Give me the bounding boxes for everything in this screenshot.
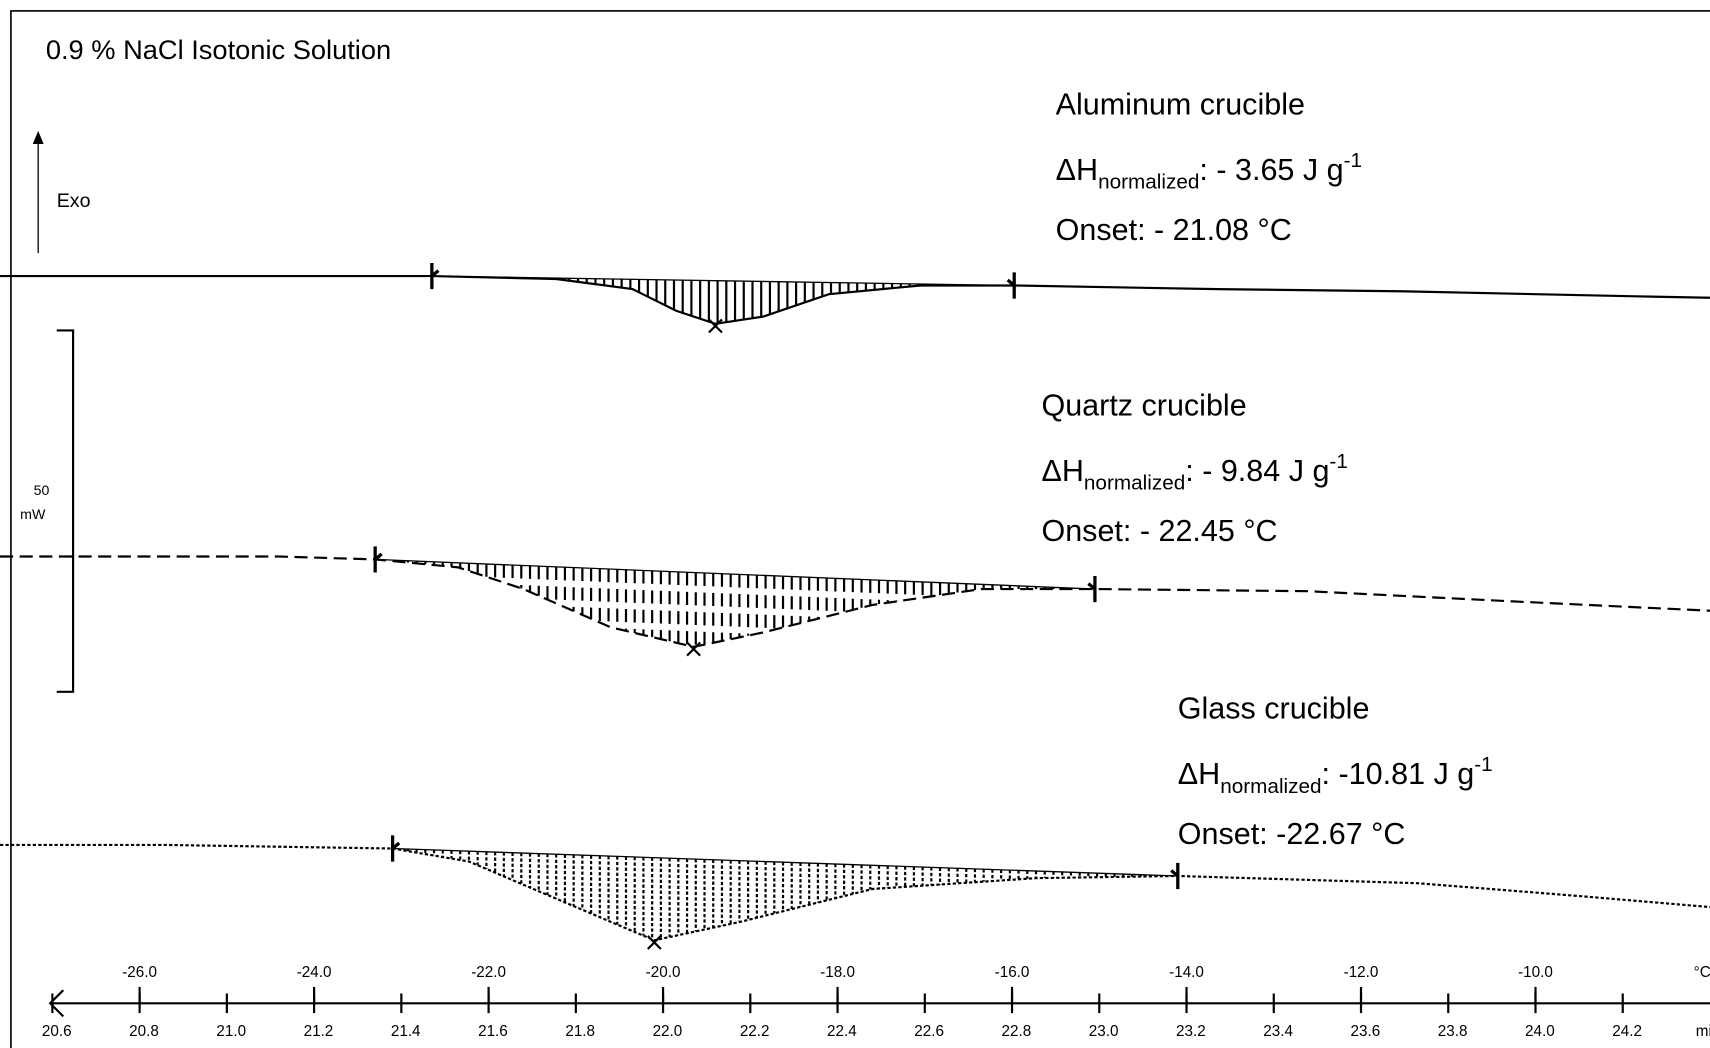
x-tick-label: 22.2 <box>740 1023 770 1040</box>
integration-baseline <box>375 558 1095 590</box>
chart-title: 0.9 % NaCl Isotonic Solution <box>46 34 391 65</box>
x-tick-label: 21.0 <box>216 1023 246 1040</box>
x-tick-label: 22.6 <box>914 1023 944 1040</box>
onset: Onset: - 21.08 °C <box>1056 213 1292 247</box>
x-tick-label: 22.0 <box>653 1023 683 1040</box>
peak-marker <box>708 318 723 334</box>
delta-h-text: : - 9.84 J g <box>1185 454 1329 488</box>
x2-tick-label: -12.0 <box>1344 964 1379 981</box>
integration-limit <box>430 263 440 290</box>
delta-h-text: : - 3.65 J g <box>1199 153 1343 187</box>
integration-limit <box>1087 575 1097 603</box>
x2-tick-label: -26.0 <box>122 964 157 981</box>
x-tick-label: 23.6 <box>1351 1023 1381 1040</box>
series-name: Aluminum crucible <box>1056 88 1305 122</box>
x-tick-label: 20.6 <box>42 1023 72 1040</box>
delta-h-superscript: -1 <box>1344 149 1362 172</box>
integration-limit <box>373 546 383 573</box>
delta-h-symbol: ΔH <box>1178 757 1220 791</box>
x-tick-label: 22.8 <box>1002 1023 1032 1040</box>
x2-tick-label: -18.0 <box>820 964 855 981</box>
delta-h-superscript: -1 <box>1329 450 1347 473</box>
curve <box>0 555 1710 648</box>
x-tick-label: 21.6 <box>478 1023 508 1040</box>
delta-h-symbol: ΔH <box>1056 153 1098 187</box>
x-tick-label: 24.0 <box>1525 1023 1555 1040</box>
scale-bar <box>56 329 75 693</box>
peak-marker <box>647 935 662 950</box>
x2-tick-label: -20.0 <box>646 964 681 981</box>
delta-h: ΔHnormalized: -10.81 J g-1 <box>1178 753 1493 798</box>
integration-baseline <box>392 847 1178 877</box>
exo-arrowhead <box>32 130 44 144</box>
x2-tick-label: -14.0 <box>1169 964 1204 981</box>
x-tick-label: 24.2 <box>1612 1023 1642 1040</box>
delta-h-subscript: normalized <box>1098 171 1199 194</box>
x-tick-label: 21.8 <box>565 1023 595 1040</box>
delta-h-subscript: normalized <box>1220 775 1321 798</box>
x-unit: min <box>1696 1023 1710 1040</box>
frame <box>10 10 1710 1048</box>
onset: Onset: - 22.45 °C <box>1041 514 1277 548</box>
scale-bar-value: 50 <box>34 483 50 499</box>
x-axis-arrow <box>48 989 65 1018</box>
x2-tick-label: -22.0 <box>471 964 506 981</box>
onset: Onset: -22.67 °C <box>1178 817 1406 851</box>
integration-limit <box>1006 272 1016 299</box>
series-name: Quartz crucible <box>1041 388 1246 422</box>
x-tick-label: 23.2 <box>1176 1023 1206 1040</box>
delta-h-superscript: -1 <box>1474 753 1492 776</box>
curve <box>0 843 1710 942</box>
series-name: Glass crucible <box>1178 692 1370 726</box>
delta-h-subscript: normalized <box>1084 472 1185 495</box>
integration-limit <box>390 835 401 862</box>
integration-limit <box>1170 862 1180 890</box>
x-tick-label: 20.8 <box>129 1023 159 1040</box>
x2-tick-label: -16.0 <box>995 964 1030 981</box>
curve <box>0 275 1710 325</box>
delta-h: ΔHnormalized: - 9.84 J g-1 <box>1041 450 1347 495</box>
x2-tick-label: -10.0 <box>1518 964 1553 981</box>
exo-label: Exo <box>57 190 91 212</box>
scale-bar-unit: mW <box>20 507 46 523</box>
x-tick-label: 23.0 <box>1089 1023 1119 1040</box>
peak-marker <box>686 641 701 657</box>
delta-h-symbol: ΔH <box>1041 454 1083 488</box>
x-tick-label: 22.4 <box>827 1023 857 1040</box>
x-tick-label: 23.4 <box>1263 1023 1293 1040</box>
delta-h: ΔHnormalized: - 3.65 J g-1 <box>1056 149 1362 194</box>
delta-h-text: : -10.81 J g <box>1322 757 1475 791</box>
x-tick-label: 21.2 <box>304 1023 334 1040</box>
x2-tick-label: -24.0 <box>297 964 332 981</box>
x-tick-label: 21.4 <box>391 1023 421 1040</box>
x2-unit: °C <box>1694 964 1710 981</box>
x-tick-label: 23.8 <box>1438 1023 1468 1040</box>
